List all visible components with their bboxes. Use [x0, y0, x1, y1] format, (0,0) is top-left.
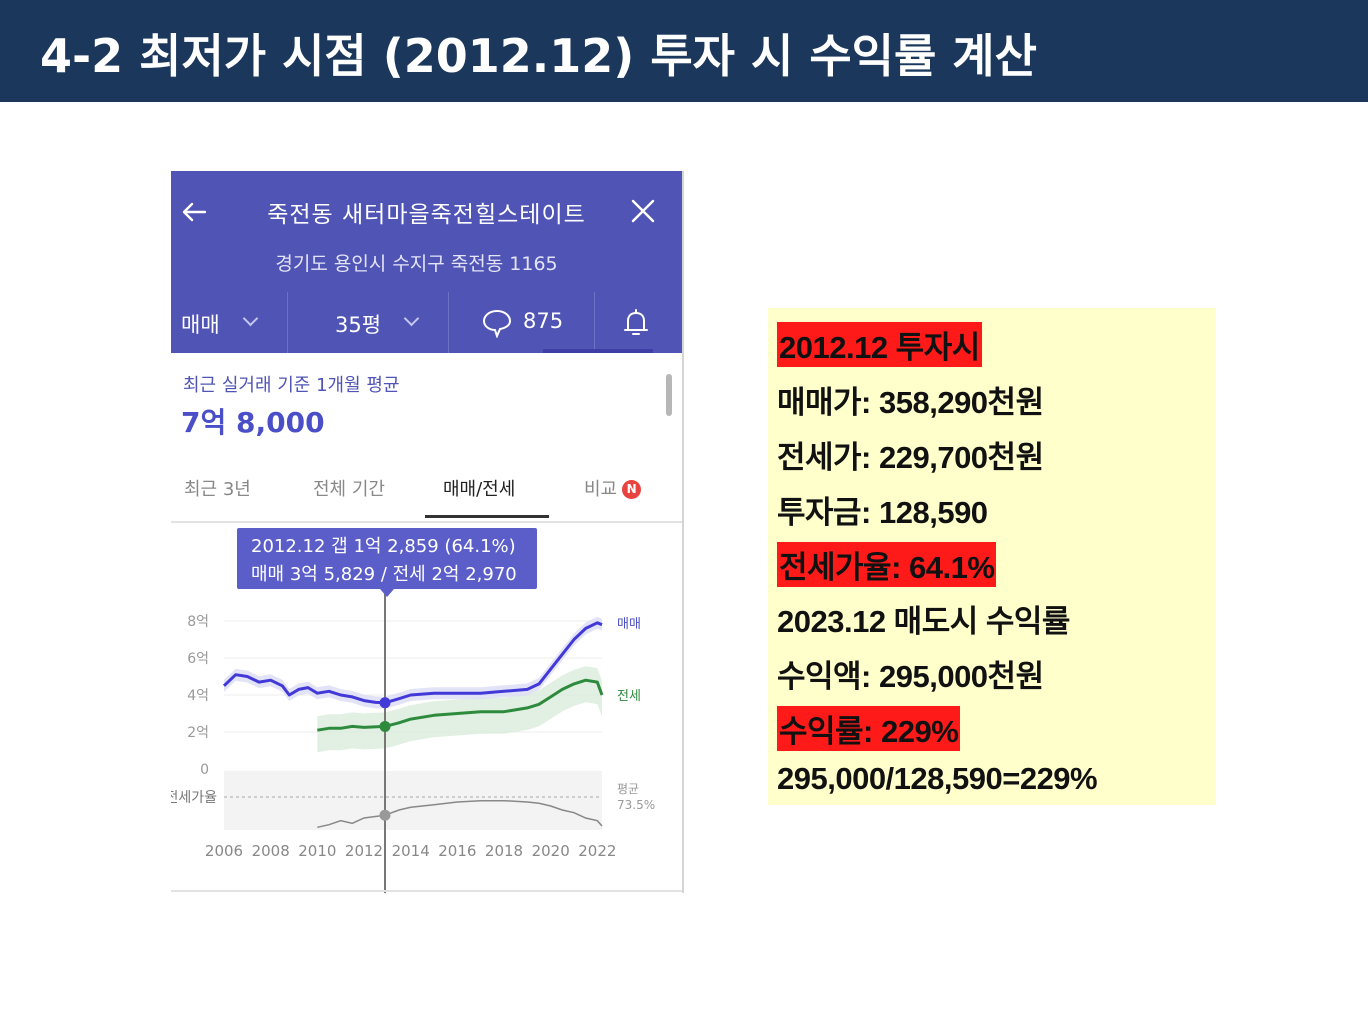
complex-name: 죽전동 새터마을죽전힐스테이트 — [267, 202, 586, 228]
summary-line: 투자금: 128,590 — [777, 495, 988, 530]
ratio-average-label: 평균 — [617, 782, 639, 796]
ratio-band — [224, 771, 602, 830]
tooltip-gap: 2012.12 갭 1억 2,859 (64.1%) — [251, 536, 516, 557]
summary-line: 수익액: 295,000천원 — [777, 659, 1044, 694]
sale-range-area — [224, 616, 602, 709]
x-tick-label: 2006 — [205, 842, 243, 860]
summary-line: 매매가: 358,290천원 — [777, 385, 1044, 420]
comment-count: 875 — [523, 309, 564, 333]
x-tick-label: 2022 — [578, 842, 616, 860]
summary-line: 수익률: 229% — [777, 706, 961, 751]
y-tick-label: 4억 — [187, 688, 209, 704]
deal-type-select[interactable]: 매매 — [181, 292, 287, 353]
chart-tooltip: 2012.12 갭 1억 2,859 (64.1%) 매매 3억 5,829 /… — [237, 528, 537, 589]
period-tabs: 최근 3년 전체 기간 매매/전세 비교 N — [171, 467, 682, 523]
notification-button[interactable] — [595, 292, 682, 353]
ratio-point-marker — [379, 809, 391, 821]
comments-button[interactable]: 875 — [449, 292, 594, 353]
bell-icon — [624, 309, 648, 335]
tooltip-prices: 매매 3억 5,829 / 전세 2억 2,970 — [251, 564, 517, 585]
avg-price-label: 최근 실거래 기준 1개월 평균 — [183, 375, 400, 396]
arrow-left-icon[interactable] — [179, 197, 209, 227]
price-chart[interactable]: 8억 6억 4억 2억 0 2006 2008 2010 2012 2014 2016 2018 202… — [171, 521, 682, 893]
y-tick-label: 6억 — [187, 651, 209, 667]
divider — [287, 292, 288, 353]
summary-line: 295,000/128,590=229% — [777, 761, 1098, 796]
avg-price-value: 7억 8,000 — [181, 406, 325, 439]
x-tick-label: 2016 — [438, 842, 476, 860]
tab-sale-jeonse[interactable]: 매매/전세 — [443, 479, 516, 500]
ratio-axis-label: 전세가율 — [171, 790, 217, 806]
speech-bubble-icon — [482, 309, 512, 338]
filter-row: 매매 35평 875 — [171, 292, 682, 353]
tab-recent-3y[interactable]: 최근 3년 — [184, 479, 251, 500]
active-indicator — [543, 349, 653, 353]
tab-all-period[interactable]: 전체 기간 — [313, 479, 385, 500]
chevron-down-icon — [403, 310, 420, 327]
tab-compare[interactable]: 비교 N — [584, 475, 642, 501]
deal-type-label: 매매 — [181, 313, 220, 337]
jeonse-range-area — [317, 666, 602, 753]
x-tick-label: 2020 — [532, 842, 570, 860]
y-tick-label: 2억 — [187, 725, 209, 741]
complex-address: 경기도 용인시 수지구 죽전동 1165 — [275, 253, 558, 275]
tab-compare-label: 비교 — [584, 479, 618, 500]
x-tick-label: 2012 — [345, 842, 383, 860]
x-tick-label: 2014 — [392, 842, 430, 860]
jeonse-series-label: 전세 — [617, 689, 641, 704]
phone-screenshot: 죽전동 새터마을죽전힐스테이트 경기도 용인시 수지구 죽전동 1165 매매 … — [171, 171, 684, 893]
summary-line: 2012.12 투자시 — [777, 322, 982, 367]
sale-point-marker — [379, 697, 391, 709]
size-label: 35평 — [335, 313, 382, 337]
scrollbar[interactable] — [666, 374, 672, 416]
jeonse-ratio-line — [317, 799, 603, 829]
close-icon[interactable] — [629, 197, 657, 225]
y-tick-label: 0 — [200, 762, 209, 778]
x-tick-label: 2010 — [298, 842, 336, 860]
x-tick-label: 2008 — [252, 842, 290, 860]
sale-series-label: 매매 — [617, 617, 641, 632]
slide-header: 4-2 최저가 시점 (2012.12) 투자 시 수익률 계산 — [0, 0, 1368, 102]
chevron-down-icon — [242, 310, 259, 327]
summary-line: 2023.12 매도시 수익률 — [777, 604, 1070, 639]
jeonse-price-line — [317, 678, 604, 732]
jeonse-point-marker — [379, 720, 391, 732]
divider — [448, 292, 449, 353]
slide-title: 4-2 최저가 시점 (2012.12) 투자 시 수익률 계산 — [40, 29, 1037, 83]
size-select[interactable]: 35평 — [288, 292, 448, 353]
app-header: 죽전동 새터마을죽전힐스테이트 경기도 용인시 수지구 죽전동 1165 매매 … — [171, 171, 682, 353]
x-tick-label: 2018 — [485, 842, 523, 860]
summary-line: 전세가율: 64.1% — [777, 542, 997, 587]
tab-underline — [425, 515, 549, 518]
new-badge: N — [622, 480, 642, 499]
ratio-average-value: 73.5% — [617, 798, 655, 812]
y-tick-label: 8억 — [187, 614, 209, 630]
tooltip-pointer — [380, 589, 394, 597]
divider — [594, 292, 595, 353]
summary-line: 전세가: 229,700천원 — [777, 440, 1044, 475]
